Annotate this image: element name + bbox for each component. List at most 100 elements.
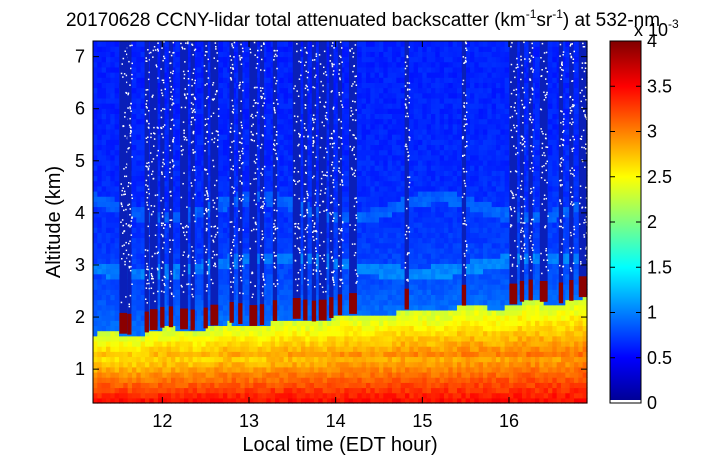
heatmap-cell <box>266 61 272 68</box>
heatmap-cell <box>205 180 211 187</box>
heatmap-cell <box>214 397 220 404</box>
heatmap-cell <box>132 92 137 99</box>
heatmap-cell <box>127 371 133 378</box>
heatmap-cell <box>279 113 285 120</box>
heatmap-cell <box>314 128 319 135</box>
heatmap-cell <box>97 51 103 58</box>
heatmap-cell <box>283 92 289 99</box>
heatmap-cell <box>366 397 371 404</box>
heatmap-cell <box>97 196 103 202</box>
heatmap-cell <box>136 222 142 228</box>
heatmap-cell <box>188 366 194 373</box>
heatmap-cell <box>387 196 393 202</box>
heatmap-cell <box>218 134 224 140</box>
heatmap-cell <box>275 201 280 208</box>
heatmap-cell <box>132 325 137 332</box>
heatmap-cell <box>392 154 397 161</box>
heatmap-cell <box>140 278 146 285</box>
heatmap-cell <box>344 346 350 352</box>
heatmap-cell <box>153 361 159 368</box>
heatmap-cell <box>305 128 311 135</box>
heatmap-cell <box>223 273 228 280</box>
heatmap-cell <box>279 242 285 249</box>
heatmap-cell <box>396 392 402 399</box>
heatmap-cell <box>97 128 103 135</box>
heatmap-cell <box>93 392 98 399</box>
heatmap-cell <box>205 371 211 378</box>
heatmap-cell <box>192 41 198 47</box>
heatmap-cell <box>240 92 246 99</box>
heatmap-cell <box>110 289 116 295</box>
heatmap-cell <box>240 299 246 306</box>
heatmap-cell <box>344 268 350 275</box>
heatmap-cell <box>231 304 237 311</box>
heatmap-cell <box>340 366 345 373</box>
heatmap-cell <box>171 61 176 68</box>
heatmap-cell <box>305 284 311 290</box>
heatmap-cell <box>292 325 298 332</box>
heatmap-cell <box>244 61 250 68</box>
heatmap-cell <box>93 185 98 192</box>
heatmap-cell <box>184 346 189 352</box>
heatmap-cell <box>305 325 311 332</box>
heatmap-cell <box>275 392 280 399</box>
heatmap-cell <box>279 356 285 363</box>
heatmap-cell <box>140 361 146 368</box>
heatmap-cell <box>136 299 142 306</box>
heatmap-cell <box>387 278 393 285</box>
heatmap-cell <box>279 273 285 280</box>
heatmap-cell <box>383 149 389 156</box>
heatmap-cell <box>318 320 324 327</box>
heatmap-cell <box>266 92 272 99</box>
heatmap-cell <box>374 123 380 130</box>
heatmap-cell <box>227 330 233 337</box>
heatmap-cell <box>244 51 250 58</box>
heatmap-cell <box>344 180 350 187</box>
heatmap-cell <box>97 335 103 342</box>
heatmap-cell <box>192 118 198 125</box>
heatmap-cell <box>305 175 311 182</box>
heatmap-cell <box>175 108 181 114</box>
heatmap-cell <box>110 206 116 213</box>
heatmap-cell <box>366 128 371 135</box>
heatmap-cell <box>374 309 380 316</box>
heatmap-cell <box>344 175 350 182</box>
heatmap-cell <box>171 294 176 301</box>
heatmap-cell <box>197 175 202 182</box>
heatmap-cell <box>106 392 111 399</box>
heatmap-cell <box>340 284 345 290</box>
heatmap-cell <box>270 382 276 389</box>
heatmap-cell <box>318 346 324 352</box>
heatmap-cell <box>236 371 241 378</box>
heatmap-cell <box>132 356 137 363</box>
heatmap-cell <box>379 377 384 383</box>
heatmap-cell <box>140 123 146 130</box>
heatmap-cell <box>171 180 176 187</box>
heatmap-cell <box>275 118 280 125</box>
heatmap-cell <box>218 371 224 378</box>
heatmap-cell <box>266 144 272 151</box>
heatmap-cell <box>400 294 406 301</box>
heatmap-cell <box>162 340 168 347</box>
heatmap-cell <box>361 82 367 89</box>
heatmap-cell <box>114 304 120 311</box>
heatmap-cell <box>192 82 198 89</box>
heatmap-cell <box>379 392 384 399</box>
heatmap-cell <box>101 51 107 58</box>
heatmap-cell <box>279 335 285 342</box>
heatmap-cell <box>114 154 120 161</box>
heatmap-cell <box>331 247 337 254</box>
heatmap-cell <box>231 371 237 378</box>
heatmap-cell <box>101 330 107 337</box>
heatmap-cell <box>205 263 211 270</box>
heatmap-cell <box>279 366 285 373</box>
heatmap-cell <box>361 237 367 244</box>
heatmap-cell <box>244 128 250 135</box>
heatmap-cell <box>175 97 181 104</box>
heatmap-cell <box>106 113 111 120</box>
heatmap-cell <box>314 66 319 73</box>
heatmap-cell <box>379 356 384 363</box>
heatmap-cell <box>244 170 250 177</box>
heatmap-cell <box>262 294 267 301</box>
heatmap-cell <box>262 237 267 244</box>
